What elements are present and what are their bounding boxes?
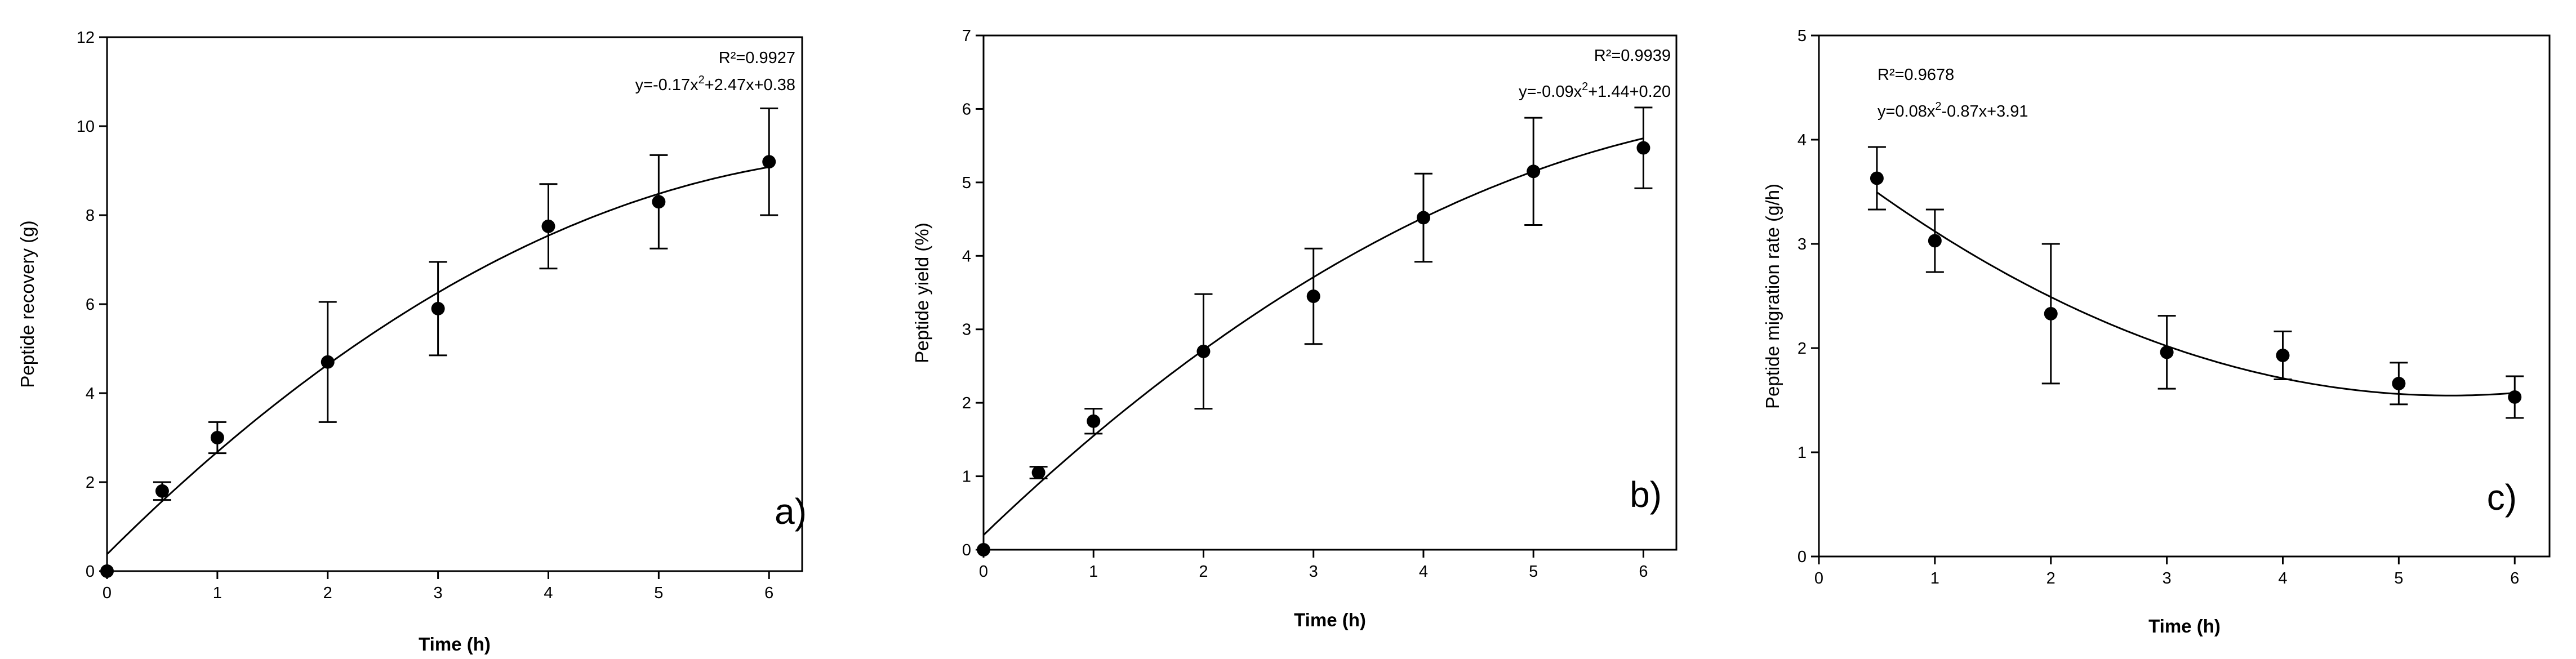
- panel-a-letter: a): [775, 491, 807, 532]
- panel-b-equation: y=-0.09x2+1.44+0.20: [1519, 81, 1671, 101]
- panel-b-ytick-label: 3: [962, 321, 971, 339]
- panel-c-ytick-label: 4: [1798, 131, 1807, 149]
- panel-a-ytick-label: 10: [77, 118, 95, 136]
- panel-c-r2: R²=0.9678: [1878, 66, 1954, 84]
- panel-b-marks: 0 1 2 3 4 5 6 0 1 2 3 4 5 6 7: [962, 27, 1653, 581]
- panel-b-xtick-label: 1: [1089, 563, 1098, 581]
- panel-c-xtick-label: 1: [1930, 569, 1939, 587]
- panel-c-xlabel: Time (h): [2148, 616, 2221, 636]
- panel-a-r2: R²=0.9927: [719, 49, 795, 67]
- panel-c-ylabel: Peptide migration rate (g/h): [1762, 184, 1783, 409]
- panel-a-xtick-label: 4: [544, 584, 553, 602]
- panel-b-frame: [982, 34, 1678, 551]
- panel-c-xtick-label: 5: [2394, 569, 2403, 587]
- panel-b-ytick-label: 5: [962, 174, 971, 192]
- panel-c-xtick-label: 6: [2510, 569, 2519, 587]
- panel-a-xtick-label: 0: [103, 584, 112, 602]
- panel-a-ylabel: Peptide recovery (g): [17, 220, 38, 388]
- panel-b-data-point: [1636, 141, 1650, 155]
- panel-a-ytick-label: 0: [86, 563, 95, 581]
- panel-c: 0 1 2 3 4 5 6 0 1 2 3 4 5 R²=0.9678 y=0.08x2-0.87x+3…: [1762, 27, 2551, 636]
- panel-c-ytick-label: 2: [1798, 340, 1807, 358]
- panel-c-marks: 0 1 2 3 4 5 6 0 1 2 3 4 5: [1798, 27, 2524, 587]
- panel-c-data-point: [1870, 171, 1884, 185]
- panel-c-data-point: [2392, 376, 2406, 390]
- panel-c-xtick-label: 2: [2046, 569, 2056, 587]
- panel-b-xtick-label: 0: [979, 563, 988, 581]
- panel-b-ytick-label: 2: [962, 394, 971, 412]
- panel-a-data-point: [762, 155, 776, 169]
- panel-a-data-point: [210, 431, 224, 444]
- panel-c-equation: y=0.08x2-0.87x+3.91: [1878, 100, 2028, 121]
- panel-a-ytick-label: 8: [86, 207, 95, 225]
- panel-a-xlabel: Time (h): [419, 634, 491, 654]
- panel-c-xtick-label: 4: [2278, 569, 2287, 587]
- panel-a-equation: y=-0.17x2+2.47x+0.38: [635, 74, 795, 94]
- panel-a-data-point: [321, 355, 335, 369]
- panel-a-data-point: [541, 219, 555, 233]
- panel-c-frame: [1818, 34, 2551, 558]
- panel-c-letter: c): [2487, 477, 2517, 518]
- panel-b-xlabel: Time (h): [1294, 609, 1366, 630]
- panel-c-ytick-label: 5: [1798, 27, 1807, 45]
- panel-c-xtick-label: 3: [2163, 569, 2172, 587]
- panel-c-xtick-label: 0: [1814, 569, 1823, 587]
- panel-a-xtick-label: 2: [323, 584, 332, 602]
- panel-b: 0 1 2 3 4 5 6 0 1 2 3 4 5 6 7 R²=0.9939 y=-0.09x2+1.44…: [911, 27, 1678, 630]
- panel-b-data-point: [1087, 414, 1101, 428]
- panel-c-data-point: [1928, 234, 1942, 248]
- panel-c-ytick-label: 1: [1798, 444, 1807, 462]
- panel-c-data-point: [2276, 348, 2290, 362]
- panel-c-fit-curve: [1876, 192, 2515, 397]
- panel-b-xtick-label: 2: [1199, 563, 1208, 581]
- panel-a-data-point: [155, 484, 169, 498]
- panel-b-data-point: [977, 543, 990, 556]
- panel-c-ytick-label: 3: [1798, 235, 1807, 253]
- panel-a-xtick-label: 3: [434, 584, 443, 602]
- panel-b-data-point: [1196, 344, 1211, 358]
- panel-b-data-point: [1306, 290, 1320, 304]
- panel-a-xtick-label: 1: [213, 584, 222, 602]
- panel-b-ytick-label: 7: [962, 27, 971, 45]
- panel-b-ytick-label: 1: [962, 468, 971, 486]
- panel-a-data-point: [431, 301, 445, 315]
- panel-c-data-point: [2044, 306, 2058, 320]
- panel-b-ytick-label: 4: [962, 247, 971, 265]
- panel-b-data-point: [1031, 466, 1045, 480]
- panel-b-xtick-label: 4: [1419, 563, 1428, 581]
- panel-b-xtick-label: 6: [1639, 563, 1648, 581]
- panel-b-data-point: [1527, 164, 1541, 179]
- panel-b-letter: b): [1630, 474, 1662, 515]
- panel-a-ytick-label: 4: [86, 385, 95, 403]
- panel-a-frame: [106, 36, 803, 572]
- panel-a-xtick-label: 5: [654, 584, 663, 602]
- panel-a-data-point: [652, 195, 666, 209]
- panel-c-data-point: [2160, 345, 2174, 359]
- panel-b-ytick-label: 0: [962, 541, 971, 559]
- panel-a-ytick-label: 6: [86, 296, 95, 314]
- panel-a-fit-curve: [106, 166, 769, 555]
- panel-a-ytick-label: 12: [77, 29, 95, 47]
- panel-b-ylabel: Peptide yield (%): [911, 222, 932, 363]
- panel-b-xtick-label: 3: [1309, 563, 1318, 581]
- panel-b-data-point: [1416, 211, 1430, 225]
- panel-a-ytick-label: 2: [86, 474, 95, 492]
- panel-a-xtick-label: 6: [764, 584, 773, 602]
- panel-c-ytick-label: 0: [1798, 548, 1807, 566]
- panel-b-ytick-label: 6: [962, 100, 971, 118]
- panel-a-data-point: [100, 564, 114, 578]
- panel-c-data-point: [2508, 390, 2522, 404]
- panel-b-xtick-label: 5: [1529, 563, 1538, 581]
- panel-b-r2: R²=0.9939: [1594, 47, 1671, 65]
